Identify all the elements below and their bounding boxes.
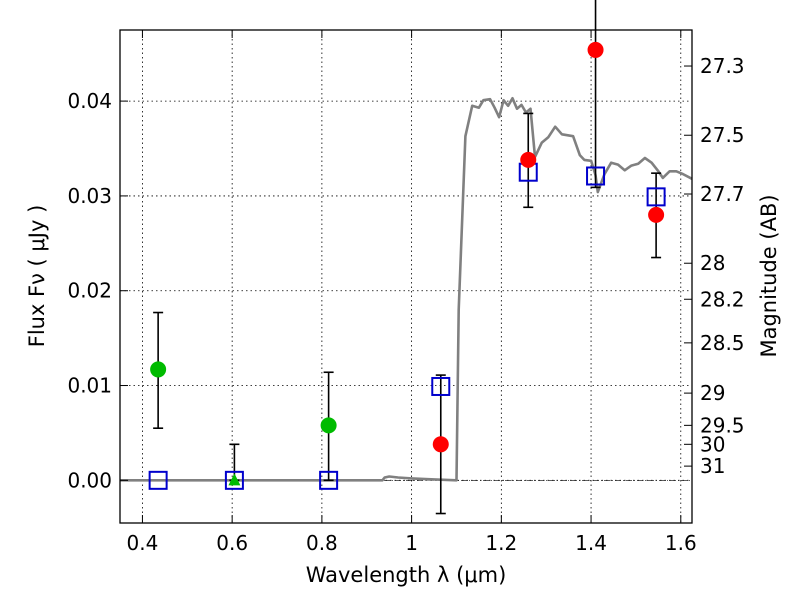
- detection-point: [587, 41, 604, 58]
- axis-ticks: 0.4 0.6 0.8 1 1.2 1.4 1.6 0.00 0.01 0.02 0.03 0.04 2…: [67, 30, 745, 555]
- x-tick-label: 0.4: [127, 531, 159, 555]
- x-tick-label: 1.4: [575, 531, 607, 555]
- plot-frame: [119, 29, 693, 524]
- model-photometry-point: [646, 187, 666, 207]
- y2-tick-label: 28: [700, 251, 725, 275]
- model-photometry-point: [431, 376, 451, 396]
- detection-point: [648, 206, 665, 223]
- nondetection-point: [320, 417, 337, 434]
- data-points: [148, 41, 666, 490]
- y2-tick-label: 27.5: [700, 123, 745, 147]
- y2-tick-label: 29: [700, 381, 725, 405]
- error-bars: [153, 0, 662, 515]
- y2-tick-label: 28.2: [700, 287, 745, 311]
- y-tick-label: 0.00: [67, 468, 112, 492]
- x-tick-label: 0.8: [306, 531, 338, 555]
- x-tick-label: 1: [405, 531, 418, 555]
- x-tick-label: 1.2: [485, 531, 517, 555]
- y2-tick-label: 28.5: [700, 331, 745, 355]
- y2-tick-label: 27.7: [700, 182, 745, 206]
- y-axis-label: Flux Fν ( μJy ): [25, 205, 49, 348]
- detection-point: [432, 436, 449, 453]
- model-spectrum: [120, 97, 693, 482]
- model-photometry-point: [586, 166, 606, 186]
- y-tick-label: 0.01: [67, 374, 112, 398]
- y2-axis-label: Magnitude (AB): [757, 194, 781, 357]
- nondetection-point: [150, 361, 167, 378]
- y2-tick-label: 29.5: [700, 413, 745, 437]
- x-tick-label: 1.6: [665, 531, 697, 555]
- y-tick-label: 0.03: [67, 184, 112, 208]
- y2-tick-label: 27.3: [700, 54, 745, 78]
- detection-point: [520, 151, 537, 168]
- y-tick-label: 0.02: [67, 279, 112, 303]
- y2-tick-label: 30: [700, 432, 725, 456]
- upper-limit-point: [228, 473, 241, 486]
- grid: [120, 30, 692, 523]
- model-photometry-point: [319, 470, 339, 490]
- model-spectrum-line: [120, 97, 693, 482]
- y2-tick-label: 31: [700, 454, 725, 478]
- y-tick-label: 0.04: [67, 89, 112, 113]
- x-tick-label: 0.6: [216, 531, 248, 555]
- model-photometry-point: [148, 470, 168, 490]
- model-photometry-point: [224, 470, 244, 490]
- x-axis-label: Wavelength λ (μm): [306, 563, 507, 587]
